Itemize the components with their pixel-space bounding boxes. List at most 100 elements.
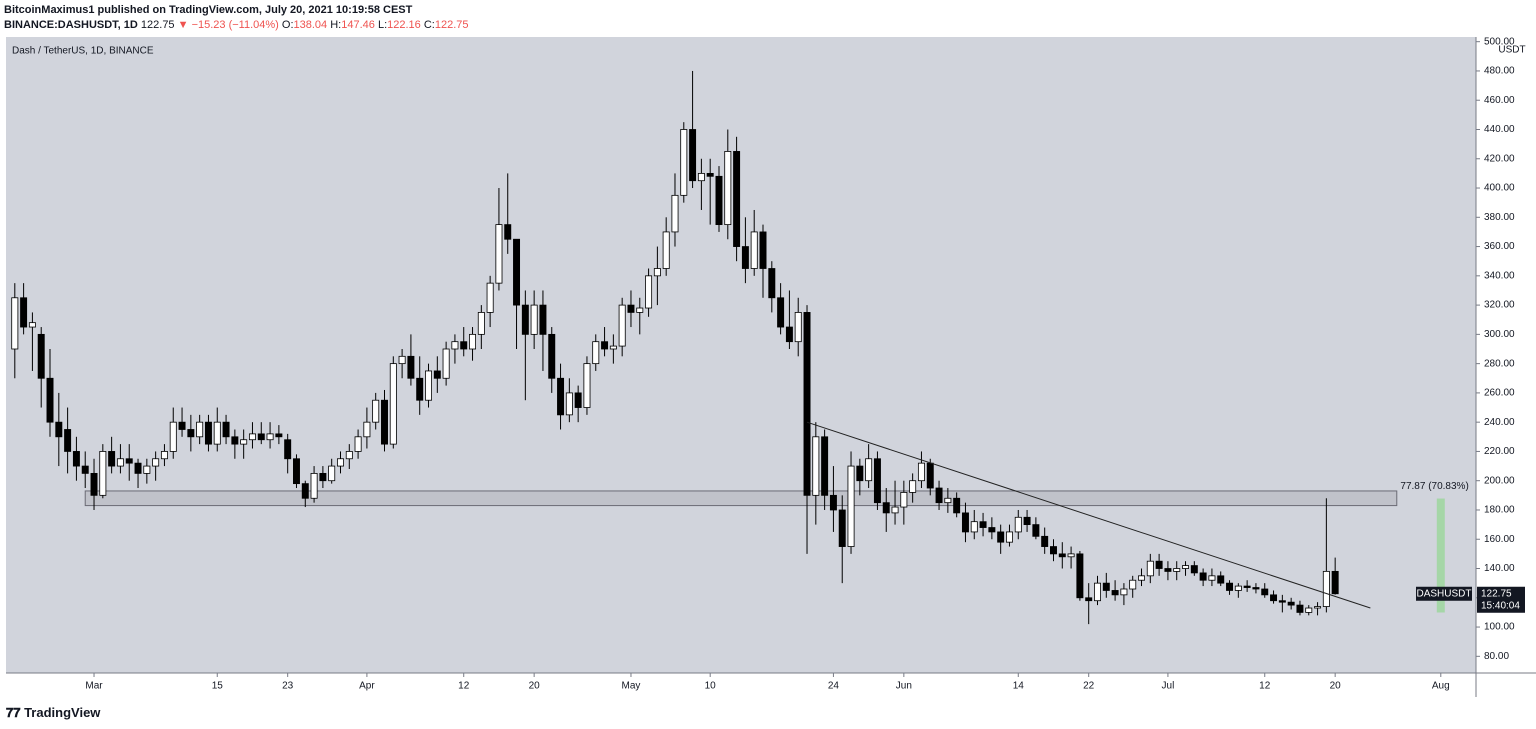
y-tick-label: 300.00 (1484, 329, 1515, 340)
ohlc-label: L: (377, 19, 388, 31)
candle-body-down (55, 421, 63, 438)
change: ▼ −15.23 (−11.04%) (177, 19, 279, 31)
candle-body-up (143, 465, 151, 474)
x-tick-label: 15 (212, 681, 224, 692)
x-tick-label: Jun (896, 681, 912, 692)
y-tick-label: 160.00 (1484, 534, 1515, 545)
candle-body-down (125, 458, 133, 464)
ohlc: O:138.04 H:147.46 L:122.16 C:122.75 (282, 19, 469, 31)
candle-body-down (108, 451, 116, 467)
candle-body-up (196, 421, 204, 438)
chart: Dash / TetherUS, 1D, BINANCE USDT 80.00 1… (6, 36, 1536, 697)
candle-body-up (812, 436, 820, 496)
candle-body-down (257, 433, 265, 441)
candle-body-down (81, 465, 89, 474)
candle-body-up (636, 307, 644, 313)
candle-body-up (398, 355, 406, 365)
candle-body-down (689, 129, 697, 182)
candle-body-down (953, 497, 961, 514)
candle-body-up (645, 275, 653, 309)
candle-body-down (759, 231, 767, 269)
candle-body-down (1270, 594, 1278, 602)
candle-body-down (882, 502, 890, 514)
x-tick-label: 10 (705, 681, 717, 692)
candle-body-down (222, 421, 230, 438)
ohlc-value: 122.16 (387, 19, 421, 31)
candle-body-down (1032, 524, 1040, 537)
candle-body-up (750, 231, 758, 269)
candle-body-down (1252, 587, 1260, 590)
y-tick-label: 220.00 (1484, 446, 1515, 457)
candle-body-down (46, 377, 54, 423)
plot-area (11, 70, 1445, 625)
candle-body-down (178, 421, 186, 430)
candle-body-down (1076, 553, 1084, 599)
candle-body-up (653, 268, 661, 277)
candle-body-down (1190, 565, 1198, 574)
candle-body-down (204, 421, 212, 445)
candle-body-up (213, 421, 221, 445)
candle-body-down (231, 436, 239, 445)
candle-body-down (187, 429, 195, 438)
candle-body-down (64, 429, 72, 452)
candle-body-up (240, 439, 248, 445)
candle-body-up (1129, 579, 1137, 590)
candle-body-up (266, 433, 274, 441)
candle-body-down (873, 458, 881, 504)
candle-body-down (90, 472, 98, 496)
candle-body-down (838, 509, 846, 547)
candle-body-up (865, 458, 873, 482)
publisher-line: BitcoinMaximus1 published on TradingView… (4, 3, 469, 18)
candle-body-down (785, 326, 793, 343)
candle-body-up (970, 521, 978, 533)
x-tick-label: 12 (1259, 681, 1271, 692)
candle-body-up (160, 451, 168, 460)
candle-body-down (1155, 560, 1163, 569)
candle-body-up (310, 472, 318, 499)
y-tick-label: 420.00 (1484, 153, 1515, 164)
candle-body-down (1102, 582, 1110, 591)
candle-body-up (662, 231, 670, 269)
x-tick-label: 20 (1330, 681, 1342, 692)
candle-body-down (539, 304, 547, 335)
y-tick-label: 180.00 (1484, 505, 1515, 516)
logo-text: TradingView (24, 705, 101, 720)
candle-body-up (1067, 553, 1075, 558)
candle-body-down (521, 304, 529, 335)
candle-body-down (829, 494, 837, 511)
candle-body-down (741, 246, 749, 269)
x-tick-label: 20 (529, 681, 541, 692)
y-axis-label: USDT (1498, 45, 1525, 56)
price-name: DASHUSDT (1416, 588, 1471, 599)
x-tick-label: Apr (359, 681, 375, 692)
candle-body-up (1138, 575, 1145, 581)
x-tick-label: May (622, 681, 641, 692)
candle-body-down (777, 297, 785, 328)
candle-body-up (680, 129, 688, 196)
candle-body-down (381, 399, 388, 445)
candle-body-down (284, 439, 292, 460)
trendline (806, 421, 1371, 609)
candle-body-down (1287, 601, 1295, 606)
price-box (1477, 586, 1525, 613)
candle-body-down (856, 465, 864, 482)
publisher: BitcoinMaximus1 published on TradingView… (4, 4, 413, 16)
candle-body-up (565, 392, 573, 416)
candle-body-down (988, 527, 996, 533)
price-name-box (1416, 586, 1472, 601)
candle-body-down (601, 341, 609, 350)
ohlc-label: H: (330, 19, 342, 31)
candle-body-up (1305, 607, 1313, 613)
y-tick-label: 380.00 (1484, 212, 1515, 223)
candle-body-down (706, 172, 714, 177)
x-tick-label: Aug (1432, 681, 1450, 692)
candle-body-down (627, 304, 635, 313)
symbol: BINANCE:DASHUSDT, 1D (4, 19, 138, 31)
candle-body-up (152, 458, 160, 467)
candle-body-down (1199, 572, 1207, 581)
candle-body-down (1226, 582, 1234, 591)
candle-body-up (1014, 516, 1022, 533)
support-zone (84, 490, 1398, 507)
candle-body-up (328, 465, 336, 482)
